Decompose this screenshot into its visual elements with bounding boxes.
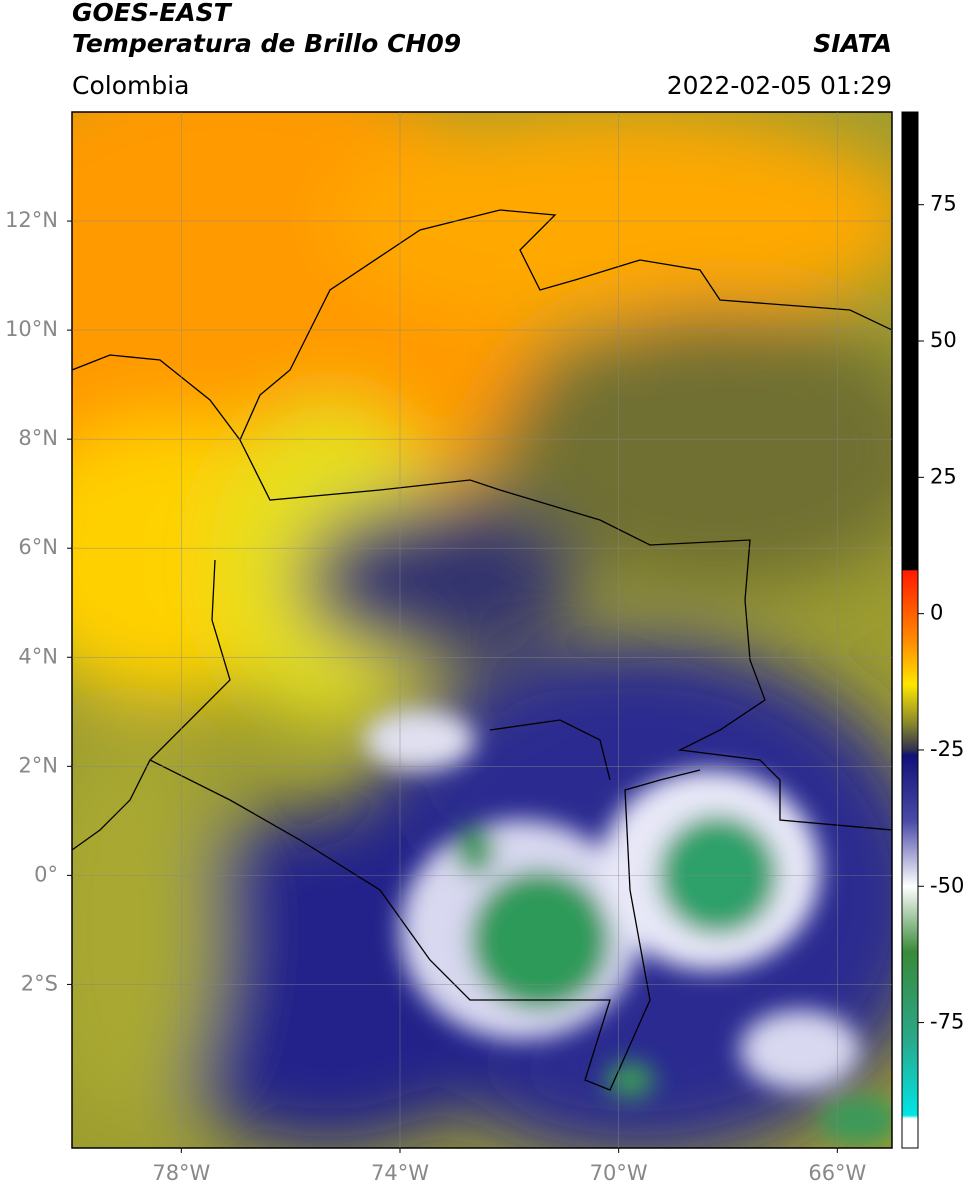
colorbar	[901, 111, 919, 1149]
lat-tick-label: 6°N	[18, 535, 58, 559]
colorbar-tick-label: 0	[930, 601, 943, 625]
lat-tick-label: 10°N	[5, 317, 58, 341]
colorbar-tick-label: 25	[930, 464, 957, 488]
lat-tick-label: 4°N	[18, 644, 58, 668]
colorbar-tick-label: 75	[930, 192, 957, 216]
lon-tick-label: 78°W	[152, 1161, 210, 1185]
lat-tick-label: 12°N	[5, 208, 58, 232]
map-frame	[71, 111, 893, 1149]
colorbar-tick-label: -75	[930, 1010, 964, 1034]
lon-tick-label: 74°W	[371, 1161, 429, 1185]
lon-tick-label: 70°W	[590, 1161, 648, 1185]
satellite-image	[72, 112, 892, 1148]
lat-tick-label: 2°N	[18, 753, 58, 777]
colorbar-tick-label: -25	[930, 737, 964, 761]
colorbar-tick-label: 50	[930, 328, 957, 352]
satellite: GOES-EAST	[72, 0, 233, 27]
colorbar-tick-label: -50	[930, 873, 964, 897]
region: Colombia	[72, 71, 189, 100]
lat-tick-label: 2°S	[21, 971, 58, 995]
lon-tick-label: 66°W	[808, 1161, 866, 1185]
borders	[72, 209, 892, 1091]
datetime: 2022-02-05 01:29	[667, 71, 892, 100]
source: SIATA	[813, 29, 892, 58]
product: Temperatura de Brillo CH09	[72, 29, 461, 58]
lat-tick-label: 0°	[34, 862, 58, 886]
lat-tick-label: 8°N	[18, 426, 58, 450]
